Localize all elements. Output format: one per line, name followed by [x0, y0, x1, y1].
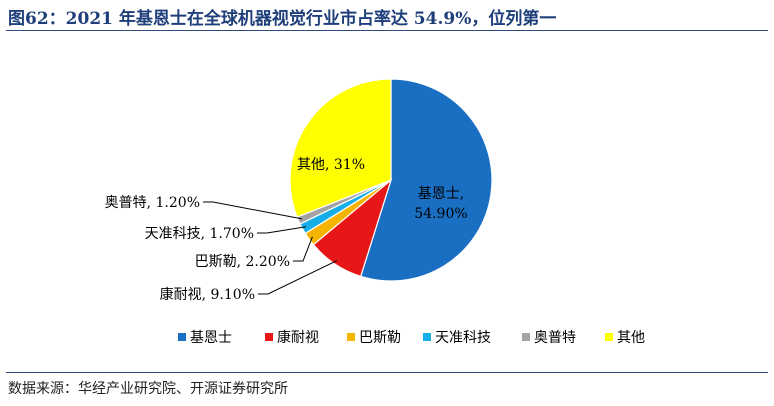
- legend-item-2: 巴斯勒: [347, 330, 401, 346]
- legend-item-1: 康耐视: [265, 329, 319, 346]
- legend-label: 巴斯勒: [359, 330, 401, 346]
- legend-label: 其他: [617, 330, 645, 346]
- data-label-3: 天准科技, 1.70%: [145, 226, 254, 242]
- data-label-5: 其他, 31%: [297, 157, 365, 173]
- data-label-4: 奥普特, 1.20%: [105, 194, 200, 211]
- title-underline: [6, 30, 768, 31]
- legend-swatch: [522, 333, 530, 341]
- leader-line-3: [257, 226, 307, 234]
- pie-slice-0: [359, 78, 493, 282]
- data-labels: 基恩士, 54.90% 康耐视, 9.10% 巴斯勒, 2.20% 天准科技, 1.70…: [105, 157, 468, 303]
- data-label-0-pct: 54.90%: [414, 206, 467, 222]
- legend-label: 基恩士: [190, 329, 232, 346]
- pie-slices: [289, 78, 493, 282]
- leader-lines: [203, 201, 338, 295]
- data-label-2: 巴斯勒, 2.20%: [195, 254, 290, 270]
- data-label-1: 康耐视, 9.10%: [160, 286, 255, 303]
- data-label-0-name: 基恩士,: [418, 185, 464, 202]
- footer-divider: [6, 372, 768, 373]
- legend-swatch: [178, 333, 186, 341]
- legend-swatch: [347, 333, 355, 341]
- legend-label: 康耐视: [277, 329, 319, 346]
- legend-item-0: 基恩士: [178, 329, 232, 346]
- legend-swatch: [605, 333, 613, 341]
- pie-slice-5: [289, 78, 392, 218]
- leader-line-1: [258, 260, 338, 295]
- leader-line-2: [293, 236, 313, 262]
- source-note: 数据来源：华经产业研究院、开源证券研究所: [8, 381, 288, 397]
- legend: 基恩士 康耐视 巴斯勒 天准科技 奥普特 其他: [178, 329, 645, 346]
- chart-title: 图62：2021 年基恩士在全球机器视觉行业市占率达 54.9%，位列第一: [8, 9, 557, 29]
- legend-swatch: [423, 333, 431, 341]
- leader-line-4: [203, 201, 303, 220]
- legend-label: 奥普特: [534, 329, 576, 346]
- legend-item-5: 其他: [605, 330, 645, 346]
- legend-label: 天准科技: [435, 330, 491, 346]
- legend-item-3: 天准科技: [423, 330, 491, 346]
- legend-item-4: 奥普特: [522, 329, 576, 346]
- legend-swatch: [265, 333, 273, 341]
